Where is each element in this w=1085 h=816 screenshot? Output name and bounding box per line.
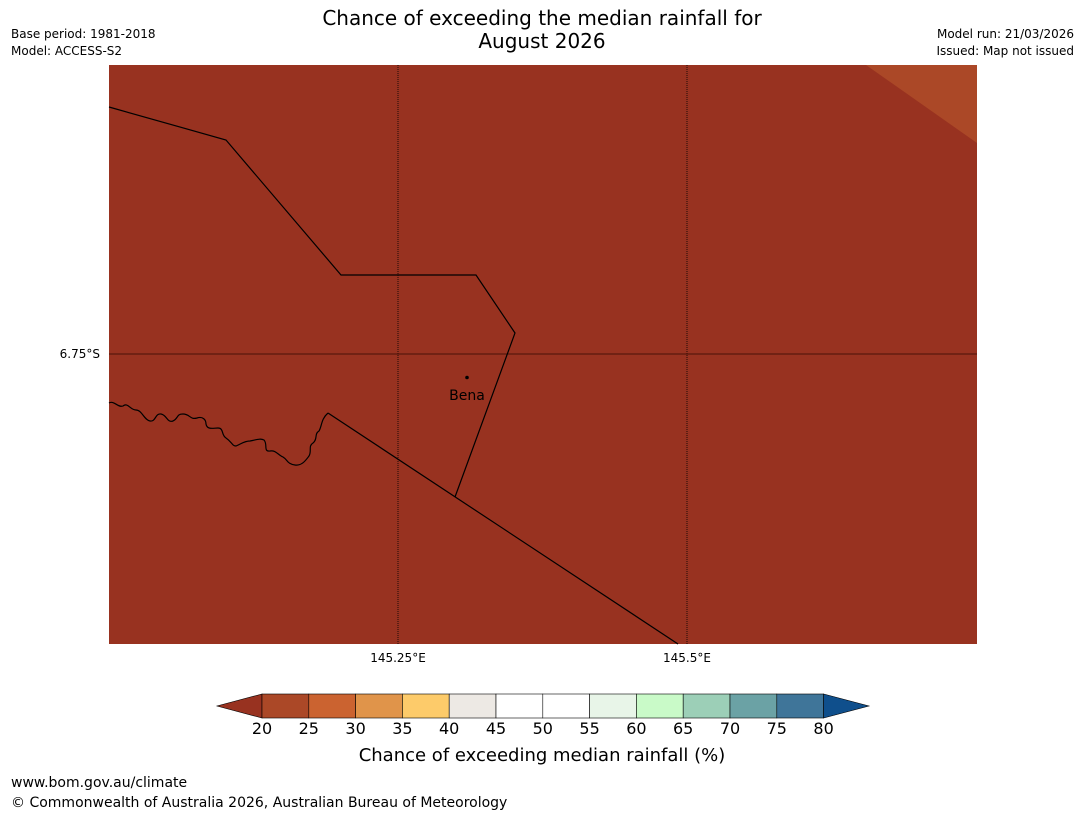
colorbar-tick-label: 25 xyxy=(298,719,319,738)
map-corner-region xyxy=(866,65,977,143)
colorbar-segment xyxy=(589,693,637,719)
colorbar-segment xyxy=(636,693,684,719)
title-line-2: August 2026 xyxy=(478,29,606,53)
title-line-1: Chance of exceeding the median rainfall … xyxy=(322,6,762,30)
province-boundary-lower xyxy=(327,412,679,645)
issued-text: Issued: Map not issued xyxy=(936,44,1074,58)
colorbar-label: Chance of exceeding median rainfall (%) xyxy=(358,745,726,766)
model-run-text: Model run: 21/03/2026 xyxy=(936,27,1074,41)
colorbar-tick-label: 60 xyxy=(626,719,647,738)
place-label-bena: Bena xyxy=(449,388,485,404)
colorbar-tick-label: 20 xyxy=(251,719,273,738)
colorbar xyxy=(215,693,871,719)
lon-label-145-5: 145.5°E xyxy=(663,651,711,665)
colorbar-segment xyxy=(495,693,544,719)
colorbar-tick-label: 70 xyxy=(719,719,741,738)
header-right-info: Model run: 21/03/2026 Issued: Map not is… xyxy=(936,26,1074,60)
colorbar-extend-low xyxy=(215,693,263,719)
colorbar-segment xyxy=(261,693,310,719)
header-left-info: Base period: 1981-2018 Model: ACCESS-S2 xyxy=(11,26,156,60)
colorbar-tick-label: 35 xyxy=(392,719,413,738)
model-text: Model: ACCESS-S2 xyxy=(11,44,123,58)
province-boundary-upper xyxy=(108,106,516,498)
footer-url[interactable]: www.bom.gov.au/climate xyxy=(11,775,188,791)
map-title: Chance of exceeding the median rainfall … xyxy=(242,7,842,53)
colorbar-segment xyxy=(355,693,403,719)
colorbar-tick-label: 55 xyxy=(579,719,600,738)
colorbar-tick-label: 50 xyxy=(532,719,553,738)
place-dot xyxy=(465,375,469,380)
colorbar-tick-label: 65 xyxy=(673,719,694,738)
colorbar-extend-high xyxy=(823,693,871,719)
lat-label-6-75: 6.75°S xyxy=(59,347,100,361)
base-period-text: Base period: 1981-2018 xyxy=(11,27,156,41)
map-panel[interactable] xyxy=(108,65,977,645)
colorbar-segment xyxy=(402,693,450,719)
colorbar-segment xyxy=(448,693,497,719)
colorbar-tick-label: 40 xyxy=(439,719,460,738)
colorbar-segment xyxy=(776,693,824,719)
colorbar-tick-label: 80 xyxy=(813,719,834,738)
colorbar-tick-label: 45 xyxy=(485,719,507,738)
lon-label-145-25: 145.25°E xyxy=(370,651,426,665)
colorbar-tick-label: 30 xyxy=(345,719,366,738)
river-boundary xyxy=(108,401,329,466)
colorbar-segment xyxy=(308,693,356,719)
colorbar-segment xyxy=(729,693,778,719)
colorbar-segment xyxy=(542,693,590,719)
colorbar-segment xyxy=(682,693,731,719)
colorbar-tick-label: 75 xyxy=(766,719,787,738)
footer-copyright: © Commonwealth of Australia 2026, Austra… xyxy=(11,795,508,811)
